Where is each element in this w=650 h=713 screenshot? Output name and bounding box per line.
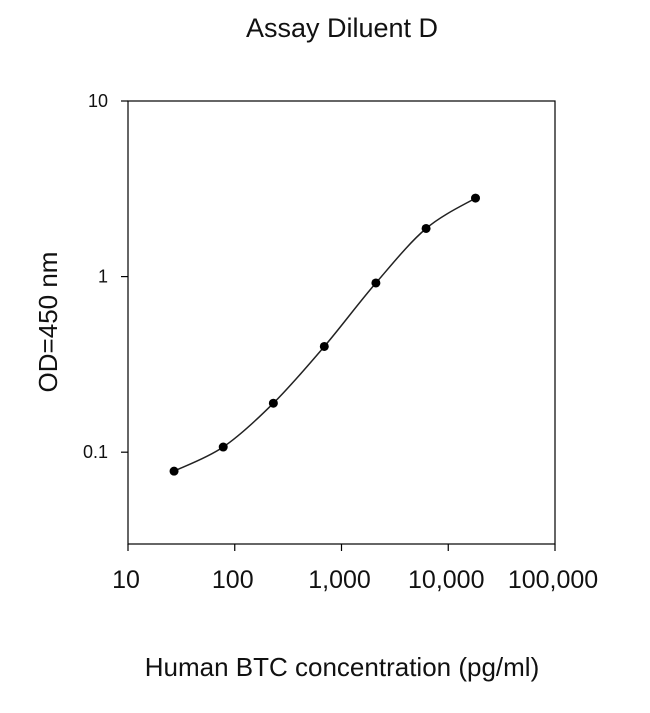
x-tick-label: 100,000 (508, 566, 598, 594)
data-point (268, 398, 278, 408)
y-axis-label: OD=450 nm (33, 252, 63, 393)
y-axis: 0.1 1 10 (83, 91, 128, 462)
series-line (173, 197, 476, 472)
x-tick-label: 1,000 (308, 566, 371, 594)
data-point (471, 193, 481, 203)
x-tick-label: 10,000 (408, 566, 484, 594)
data-point (319, 341, 329, 351)
series-points (169, 193, 481, 476)
data-point (371, 278, 381, 288)
x-tick-label: 100 (212, 566, 254, 594)
y-tick-label: 10 (88, 91, 108, 111)
y-tick-label: 1 (98, 267, 108, 287)
chart-title: Assay Diluent D (246, 13, 438, 43)
x-tick-label: 10 (112, 566, 140, 594)
y-tick-label: 0.1 (83, 442, 108, 462)
data-point (421, 223, 431, 233)
x-axis: 10 100 1,000 10,000 100,000 (112, 544, 598, 594)
plot-frame (127, 100, 556, 545)
data-point (169, 466, 179, 476)
data-point (218, 442, 228, 452)
x-axis-label: Human BTC concentration (pg/ml) (145, 652, 539, 682)
